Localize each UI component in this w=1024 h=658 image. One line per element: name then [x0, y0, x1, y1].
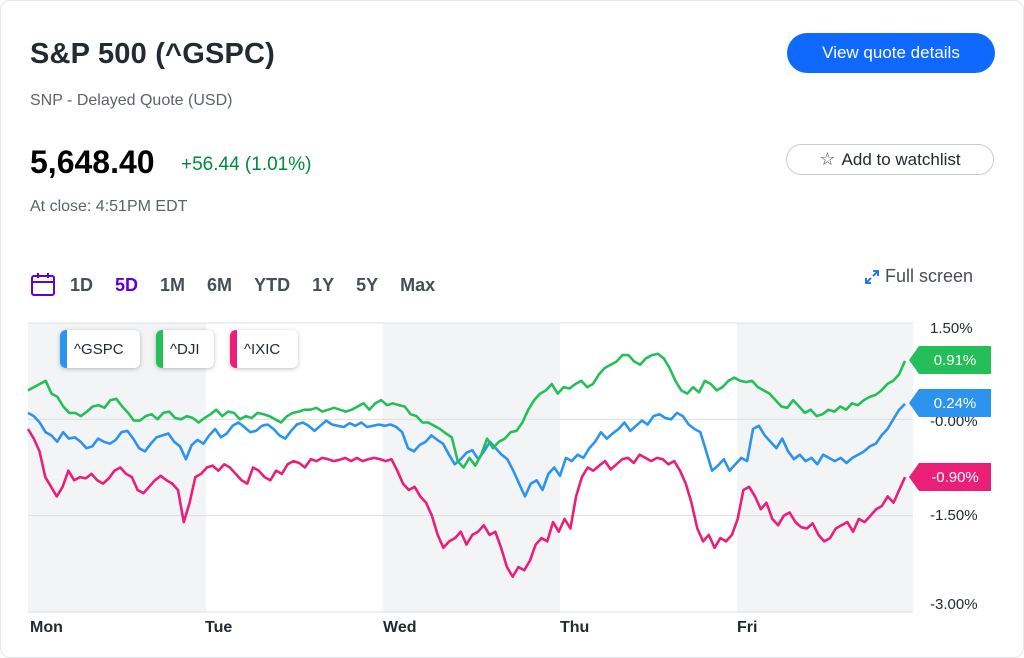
legend-ixic[interactable]: ^IXIC	[230, 330, 298, 368]
close-time: At close: 4:51PM EDT	[30, 198, 188, 215]
ixic-line	[26, 428, 907, 579]
fullscreen-label: Full screen	[885, 266, 974, 286]
y-tick-label: -0.00%	[930, 413, 978, 430]
x-day-label: Mon	[30, 619, 63, 636]
gspc-line	[27, 402, 906, 498]
range-1d[interactable]: 1D	[70, 274, 94, 295]
page-title: S&P 500 (^GSPC)	[30, 38, 276, 70]
x-day-label: Wed	[383, 619, 417, 636]
y-tick-label: -3.00%	[930, 596, 978, 613]
legend-label: ^IXIC	[244, 340, 281, 358]
range-ytd[interactable]: YTD	[254, 274, 291, 295]
fullscreen-button[interactable]: Full screen	[865, 266, 973, 287]
day-band	[28, 323, 206, 612]
y-tick-label: 1.50%	[930, 320, 973, 337]
legend-label: ^GSPC	[74, 340, 124, 358]
price-change: +56.44 (1.01%)	[181, 154, 312, 175]
view-quote-button[interactable]: View quote details	[787, 33, 995, 73]
add-to-watchlist-button[interactable]: ☆ Add to watchlist	[786, 144, 994, 175]
expand-icon	[865, 269, 879, 284]
day-band	[383, 323, 560, 612]
legend-label: ^DJI	[170, 340, 200, 358]
day-band	[737, 323, 913, 612]
x-day-label: Tue	[205, 619, 233, 636]
range-5d[interactable]: 5D	[115, 274, 139, 295]
range-max[interactable]: Max	[400, 274, 436, 295]
legend-swatch	[60, 330, 67, 368]
gspc-end-tag: 0.24%	[909, 389, 991, 417]
legend-swatch	[156, 330, 163, 368]
range-5y[interactable]: 5Y	[356, 274, 379, 295]
range-1m[interactable]: 1M	[160, 274, 186, 295]
x-day-label: Thu	[560, 619, 590, 636]
legend-swatch	[230, 330, 237, 368]
current-price: 5,648.40	[30, 144, 155, 180]
x-day-label: Fri	[737, 619, 758, 636]
dji-end-tag: 0.91%	[909, 346, 991, 374]
dji-line	[27, 352, 907, 469]
legend-dji[interactable]: ^DJI	[156, 330, 214, 368]
range-1y[interactable]: 1Y	[312, 274, 335, 295]
day-band	[206, 323, 383, 612]
calendar-icon[interactable]	[30, 272, 56, 298]
y-tick-label: -1.50%	[930, 507, 978, 524]
watchlist-label: Add to watchlist	[841, 149, 961, 169]
quote-source: SNP - Delayed Quote (USD)	[30, 92, 233, 109]
ixic-end-tag: -0.90%	[909, 463, 991, 491]
range-6m[interactable]: 6M	[207, 274, 233, 295]
legend-gspc[interactable]: ^GSPC	[60, 330, 140, 368]
star-icon: ☆	[819, 149, 836, 169]
range-selector: 1D 5D 1M 6M YTD 1Y 5Y Max	[30, 271, 457, 299]
